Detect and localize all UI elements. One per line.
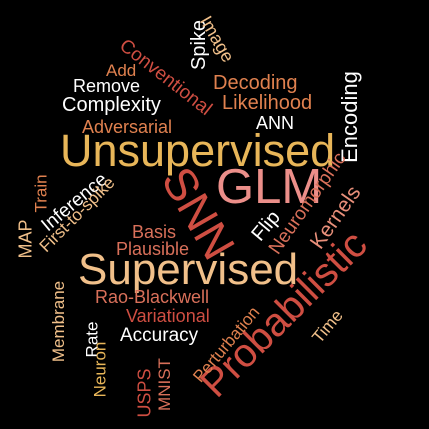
- word-encoding: Encoding: [336, 71, 362, 163]
- word-train: Train: [31, 174, 51, 213]
- word-basis: Basis: [132, 222, 177, 242]
- word-usps: USPS: [134, 368, 155, 418]
- word-decoding: Decoding: [213, 72, 298, 94]
- word-add: Add: [106, 61, 137, 80]
- word-rao-blackwell: Rao-Blackwell: [95, 287, 210, 307]
- word-variational: Variational: [126, 306, 210, 326]
- word-map: MAP: [15, 219, 36, 259]
- word-adversarial: Adversarial: [82, 117, 173, 137]
- word-membrane: Membrane: [49, 280, 69, 363]
- word-supervised: Supervised: [78, 245, 299, 294]
- word-accuracy: Accuracy: [120, 325, 199, 346]
- word-likelihood: Likelihood: [222, 92, 313, 114]
- word-complexity: Complexity: [62, 94, 161, 116]
- word-glm: GLM: [216, 160, 323, 214]
- word-neuron: Neuron: [90, 341, 110, 398]
- word-mnist: MNIST: [154, 358, 174, 411]
- word-ann: ANN: [256, 113, 295, 133]
- word-plausible: Plausible: [116, 239, 190, 259]
- word-unsupervised: Unsupervised: [60, 125, 336, 176]
- word-remove: Remove: [73, 76, 141, 96]
